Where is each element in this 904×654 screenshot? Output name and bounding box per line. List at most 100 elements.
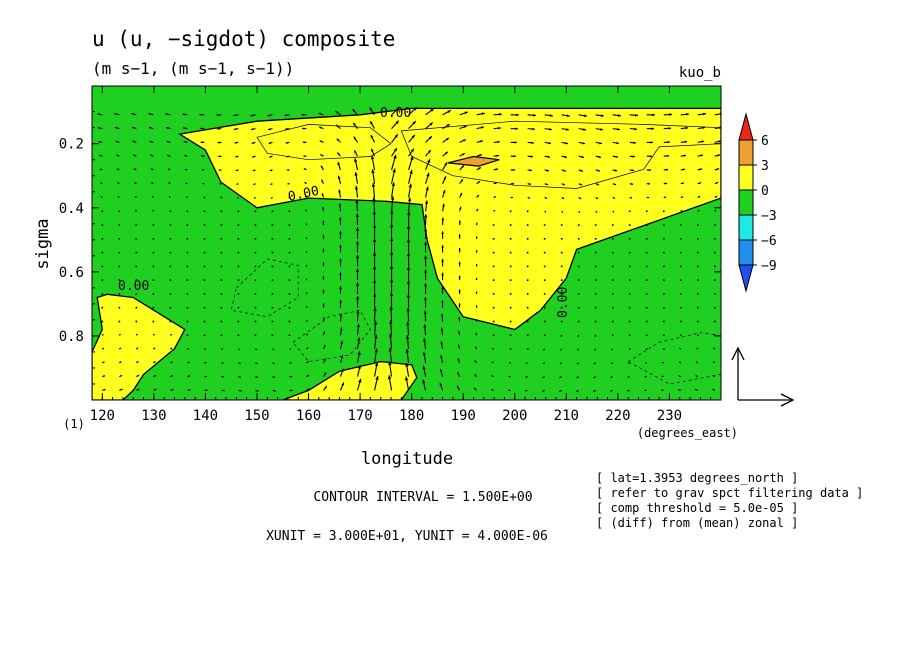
vector-head	[202, 182, 205, 185]
vector-dot	[560, 265, 563, 268]
vector-dot	[526, 251, 529, 254]
vector-dot	[152, 265, 155, 268]
vector-head	[480, 126, 484, 129]
vector-head	[413, 107, 417, 111]
vector-head	[237, 196, 239, 199]
vector-head	[594, 348, 597, 351]
vector-head	[335, 111, 339, 114]
vector-dot	[220, 196, 223, 199]
vector-head	[579, 197, 582, 199]
vector-head	[630, 183, 634, 185]
info-note: [ refer to grav spct filtering data ]	[596, 486, 863, 500]
colorbar-label: 6	[761, 134, 769, 149]
vector-head	[583, 114, 587, 118]
vector-head	[661, 389, 664, 392]
vector-dot	[220, 265, 223, 268]
vector-head	[393, 154, 397, 159]
vector-head	[715, 182, 719, 185]
vector-dot	[594, 279, 597, 281]
vector-dot	[645, 320, 648, 323]
vector-head	[201, 155, 204, 158]
vector-dot	[271, 320, 274, 323]
vector-dot	[696, 293, 699, 295]
vector-head	[339, 286, 342, 289]
vector-head	[548, 141, 551, 145]
vector-head	[306, 347, 309, 350]
vector-head	[423, 283, 428, 287]
vector-dot	[645, 279, 648, 281]
vector-head	[372, 252, 377, 256]
vector-head	[393, 148, 397, 152]
vector-head	[475, 250, 478, 252]
vector-dot	[662, 265, 665, 268]
vector-head	[116, 168, 119, 171]
reference-vector	[731, 346, 795, 407]
vector-head	[269, 155, 272, 158]
vector-dot	[186, 320, 189, 323]
vector-dot	[271, 265, 274, 268]
info-note: [ lat=1.3953 degrees_north ]	[596, 471, 798, 485]
vector-head	[462, 139, 466, 142]
vector-head	[171, 375, 174, 378]
vector-head	[647, 196, 650, 199]
vector-head	[395, 120, 399, 125]
vector-head	[388, 333, 393, 338]
vector-dot	[628, 210, 631, 213]
vector-dot	[645, 238, 648, 240]
vector-dot	[560, 293, 563, 295]
vector-dot	[237, 320, 240, 323]
vector-head	[134, 196, 137, 198]
vector-head	[633, 141, 637, 144]
vector-dot	[186, 210, 189, 213]
vector-head	[290, 375, 293, 378]
vector-head	[424, 214, 428, 218]
vector-head	[256, 376, 259, 378]
vector-head	[357, 351, 361, 355]
vector-head	[322, 303, 325, 306]
vector-dot	[271, 279, 274, 281]
vector-head	[251, 141, 254, 144]
vector-head	[410, 148, 414, 152]
vector-head	[272, 362, 275, 364]
vector-head	[405, 349, 409, 353]
vector-head	[372, 279, 377, 284]
vector-head	[696, 361, 698, 364]
vector-head	[596, 197, 599, 199]
vector-dot	[203, 306, 206, 309]
vector-dot	[628, 334, 631, 337]
vector-head	[222, 389, 225, 392]
vector-dot	[152, 306, 155, 309]
vector-head	[339, 258, 342, 262]
vector-dot	[237, 306, 240, 309]
vector-head	[650, 141, 654, 144]
vector-head	[544, 196, 548, 199]
vector-dot	[237, 210, 240, 213]
vector-head	[511, 196, 513, 199]
vector-head	[580, 169, 583, 172]
vector-head	[187, 348, 190, 350]
vector-dot	[135, 279, 138, 281]
vector-head	[356, 309, 360, 314]
vector-head	[201, 169, 204, 171]
vector-head	[631, 169, 635, 172]
vector-head	[339, 272, 342, 276]
vector-head	[441, 272, 444, 276]
vector-head	[411, 134, 415, 139]
vector-dot	[254, 320, 257, 323]
vector-head	[512, 168, 515, 171]
vector-head	[354, 158, 358, 163]
vector-head	[649, 155, 653, 158]
vector-dot	[152, 251, 155, 254]
vector-dot	[203, 238, 206, 240]
vector-dot	[526, 210, 529, 213]
vector-head	[458, 289, 461, 292]
vector-head	[542, 376, 545, 378]
vector-dot	[645, 348, 648, 350]
vector-head	[318, 112, 322, 115]
vector-head	[680, 210, 683, 212]
colorbar-top-triangle	[738, 112, 754, 141]
colorbar-segment	[738, 139, 754, 166]
vector-dot	[220, 320, 223, 323]
vector-dot	[662, 210, 665, 213]
vector-head	[222, 375, 225, 378]
